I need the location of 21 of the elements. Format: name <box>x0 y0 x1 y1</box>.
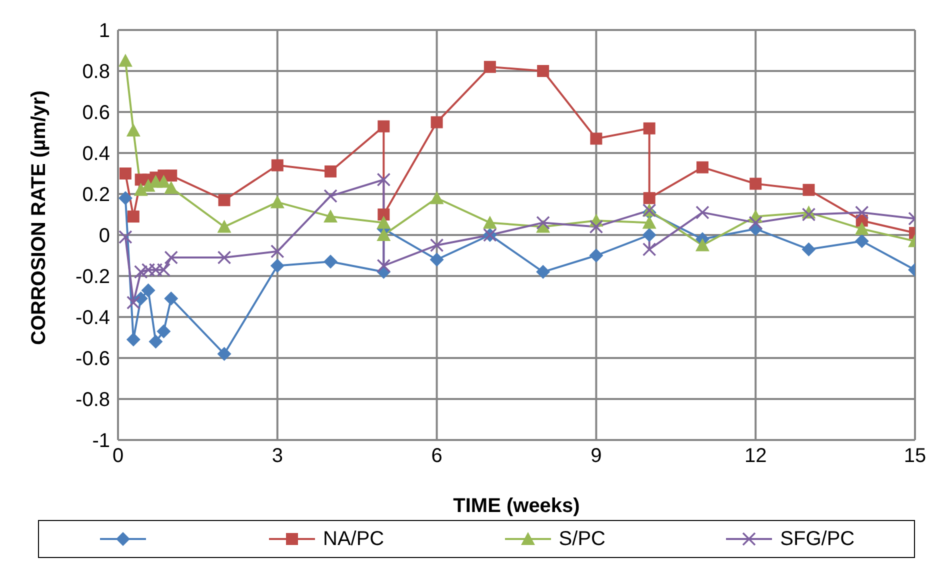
y-tick-label: 0.8 <box>82 61 110 84</box>
x-tick-label: 6 <box>431 445 442 468</box>
legend-label: S/PC <box>558 528 606 550</box>
x-axis-title: TIME (weeks) <box>453 495 580 517</box>
y-tick-label: -0.2 <box>76 266 110 288</box>
y-tick-label: 0.6 <box>82 102 110 124</box>
y-tick-label: 0 <box>98 225 110 248</box>
legend-label: SFG/PC <box>780 528 855 550</box>
y-tick-label: 1 <box>98 20 110 42</box>
legend-label: NA/PC <box>323 528 384 550</box>
x-tick-label: 3 <box>272 445 283 468</box>
y-axis-title: CORROSION RATE (µm/yr) <box>28 90 50 345</box>
y-tick-label: -1 <box>92 430 110 452</box>
y-tick-label: -0.6 <box>76 348 110 370</box>
x-tick-label: 9 <box>590 445 602 468</box>
x-tick-label: 12 <box>744 445 767 468</box>
x-tick-label: 15 <box>904 445 926 468</box>
y-tick-label: -0.8 <box>76 389 110 412</box>
y-tick-label: -0.4 <box>76 307 110 330</box>
y-tick-label: 0.4 <box>82 143 110 166</box>
y-tick-label: 0.2 <box>82 184 110 206</box>
